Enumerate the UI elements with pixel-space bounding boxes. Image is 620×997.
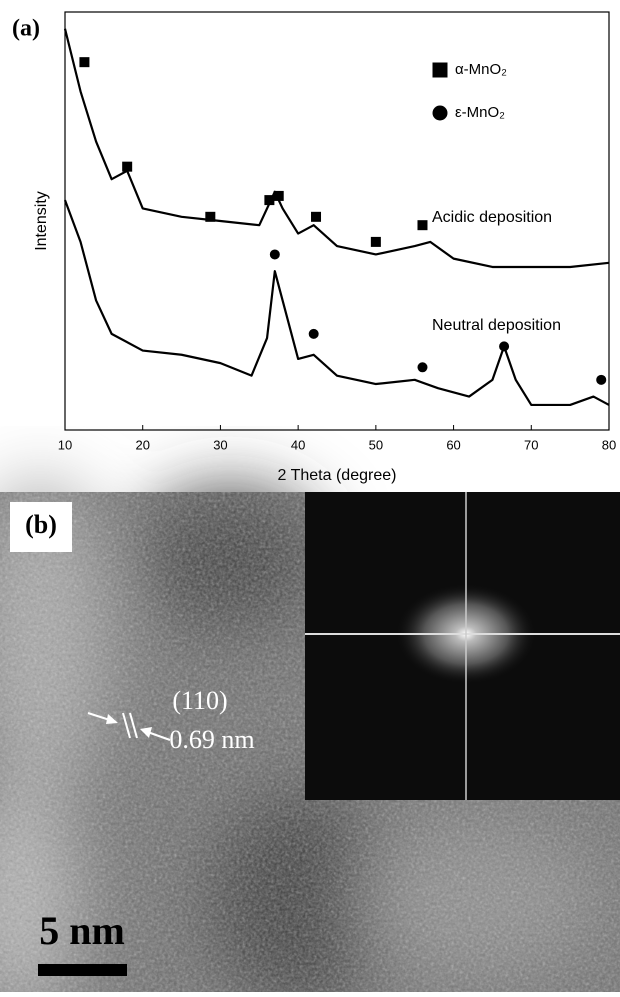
tem-panel: (b) (110) 0.69 nm 5 nm xyxy=(0,480,620,997)
x-tick-label: 30 xyxy=(213,437,227,452)
curve-label: Acidic deposition xyxy=(432,209,552,226)
plane-label: (110) xyxy=(172,686,227,715)
scale-bar-label: 5 nm xyxy=(39,908,125,953)
peak-marker xyxy=(596,374,607,385)
x-tick-label: 40 xyxy=(291,437,305,452)
peak-marker xyxy=(311,211,322,222)
scale-bar xyxy=(38,964,127,976)
panel-label: (b) xyxy=(25,510,57,539)
x-tick-label: 60 xyxy=(446,437,460,452)
peak-marker xyxy=(269,249,280,260)
x-axis-label: 2 Theta (degree) xyxy=(278,467,397,484)
peak-marker xyxy=(205,211,216,222)
peak-marker xyxy=(417,362,428,373)
x-tick-label: 70 xyxy=(524,437,538,452)
fringe xyxy=(122,712,131,739)
peak-marker xyxy=(417,220,428,231)
y-axis-label: Intensity xyxy=(33,191,50,251)
plot-frame xyxy=(64,11,610,431)
x-tick-label: 20 xyxy=(135,437,149,452)
legend-symbol xyxy=(432,105,448,121)
spacing-label: 0.69 nm xyxy=(169,725,254,754)
x-tick-label: 50 xyxy=(369,437,383,452)
panel-label: (a) xyxy=(12,16,40,42)
fringe xyxy=(129,712,138,739)
curve-label: Neutral deposition xyxy=(432,317,561,334)
arrow-head xyxy=(140,727,152,738)
peak-marker xyxy=(499,341,510,352)
arrow-head xyxy=(106,714,118,724)
legend-label: ε-MnO₂ xyxy=(455,104,505,121)
peak-marker xyxy=(308,328,319,339)
peak-marker xyxy=(122,161,133,172)
peak-marker xyxy=(264,195,275,206)
xrd-curve xyxy=(63,199,610,407)
xrd-curve xyxy=(63,28,610,269)
x-tick-label: 10 xyxy=(58,437,72,452)
legend-symbol xyxy=(432,62,448,78)
peak-marker xyxy=(79,57,90,68)
peak-marker xyxy=(273,190,284,201)
xrd-chart: (a) 2 Theta (degree) Intensity Acidic de… xyxy=(12,11,616,484)
x-tick-label: 80 xyxy=(602,437,616,452)
legend-label: α-MnO₂ xyxy=(455,61,507,78)
label-box xyxy=(10,502,72,552)
peak-marker xyxy=(370,236,381,247)
